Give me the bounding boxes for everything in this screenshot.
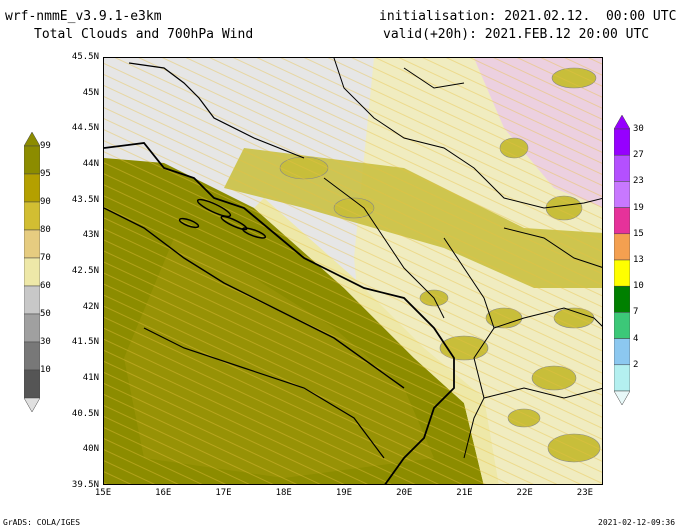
latitude-label: 43N (82, 230, 99, 241)
longitude-label: 17E (215, 488, 232, 498)
longitude-label: 19E (335, 488, 353, 498)
colorbar-segment (614, 207, 630, 235)
colorbar-segment (24, 341, 40, 371)
wind-colorbar (614, 115, 630, 405)
colorbar-segment (614, 364, 630, 392)
colorbar-label: 80 (40, 225, 51, 235)
colorbar-label: 30 (633, 124, 644, 134)
latitude-label: 41.5N (71, 337, 99, 348)
latitude-label: 44.5N (71, 123, 99, 134)
colorbar-segment (24, 229, 40, 259)
longitude-label: 20E (396, 488, 413, 498)
colorbar-segment (24, 173, 40, 203)
colorbar-segment (614, 128, 630, 156)
latitude-label: 40N (82, 444, 99, 455)
colorbar-label: 70 (40, 253, 51, 263)
plot-timestamp: 2021-02-12-09:36 (598, 518, 676, 527)
colorbar-label: 90 (40, 197, 51, 207)
colorbar-segment (24, 369, 40, 399)
map-panel (103, 57, 603, 485)
colorbar-label: 99 (40, 141, 51, 151)
wind-vectors (104, 58, 602, 484)
latitude-label: 42N (82, 301, 99, 312)
longitude-label: 23E (576, 488, 594, 498)
colorbar-segment (614, 312, 630, 339)
longitude-label: 22E (516, 488, 533, 498)
colorbar-label: 7 (633, 307, 639, 318)
colorbar-top-arrow (24, 132, 40, 147)
colorbar-bottom-arrow (614, 390, 630, 405)
colorbar-label: 4 (633, 333, 639, 344)
longitude-label: 16E (155, 488, 172, 498)
coastlines (104, 62, 455, 484)
colorbar-segment (614, 181, 630, 208)
valid-time: valid(+20h): 2021.FEB.12 20:00 UTC (383, 27, 650, 42)
product-title: Total Clouds and 700hPa Wind (34, 27, 254, 42)
model-title: wrf-nmmE_v3.9.1-e3km (5, 9, 162, 24)
colorbar-label: 13 (633, 255, 644, 265)
colorbar-segment (614, 338, 630, 366)
colorbar-label: 27 (633, 150, 644, 161)
colorbar-label: 30 (40, 337, 51, 347)
latitude-label: 42.5N (71, 266, 99, 276)
initialisation-time: initialisation: 2021.02.12. 00:00 UTC (379, 9, 677, 24)
colorbar-bottom-arrow (24, 397, 40, 412)
colorbar-segment (24, 145, 40, 175)
latitude-label: 45.5N (71, 52, 99, 62)
latitude-label: 40.5N (71, 408, 99, 419)
latitude-label: 45N (82, 87, 99, 98)
colorbar-label: 15 (633, 228, 644, 239)
colorbar-label: 10 (633, 281, 644, 292)
latitude-label: 43.5N (71, 194, 99, 205)
latitude-label: 44N (82, 159, 99, 169)
colorbar-label: 19 (633, 202, 644, 213)
cloud-colorbar (24, 132, 40, 412)
colorbar-label: 95 (40, 169, 51, 179)
colorbar-segment (24, 313, 40, 343)
colorbar-segment (614, 233, 630, 261)
colorbar-label: 50 (40, 309, 51, 319)
colorbar-label: 2 (633, 359, 639, 370)
longitude-label: 21E (456, 488, 473, 498)
latitude-label: 41N (82, 373, 99, 383)
colorbar-segment (24, 285, 40, 315)
colorbar-label: 23 (633, 176, 644, 187)
colorbar-segment (24, 201, 40, 231)
colorbar-label: 60 (40, 281, 51, 291)
grads-credit: GrADS: COLA/IGES (3, 518, 81, 527)
colorbar-label: 10 (40, 365, 51, 375)
colorbar-segment (614, 259, 630, 287)
latitude-label: 39.5N (71, 480, 99, 490)
longitude-label: 18E (275, 488, 292, 498)
colorbar-segment (24, 257, 40, 287)
colorbar-segment (614, 154, 630, 182)
cloud-wind-map (104, 58, 602, 484)
colorbar-top-arrow (614, 115, 630, 130)
colorbar-segment (614, 285, 630, 313)
longitude-label: 15E (94, 488, 112, 498)
islands (178, 198, 267, 239)
borders (323, 58, 602, 459)
